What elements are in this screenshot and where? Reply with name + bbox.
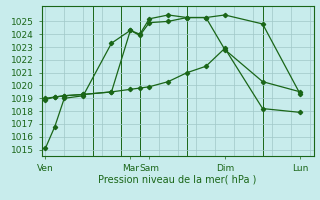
- X-axis label: Pression niveau de la mer( hPa ): Pression niveau de la mer( hPa ): [99, 174, 257, 184]
